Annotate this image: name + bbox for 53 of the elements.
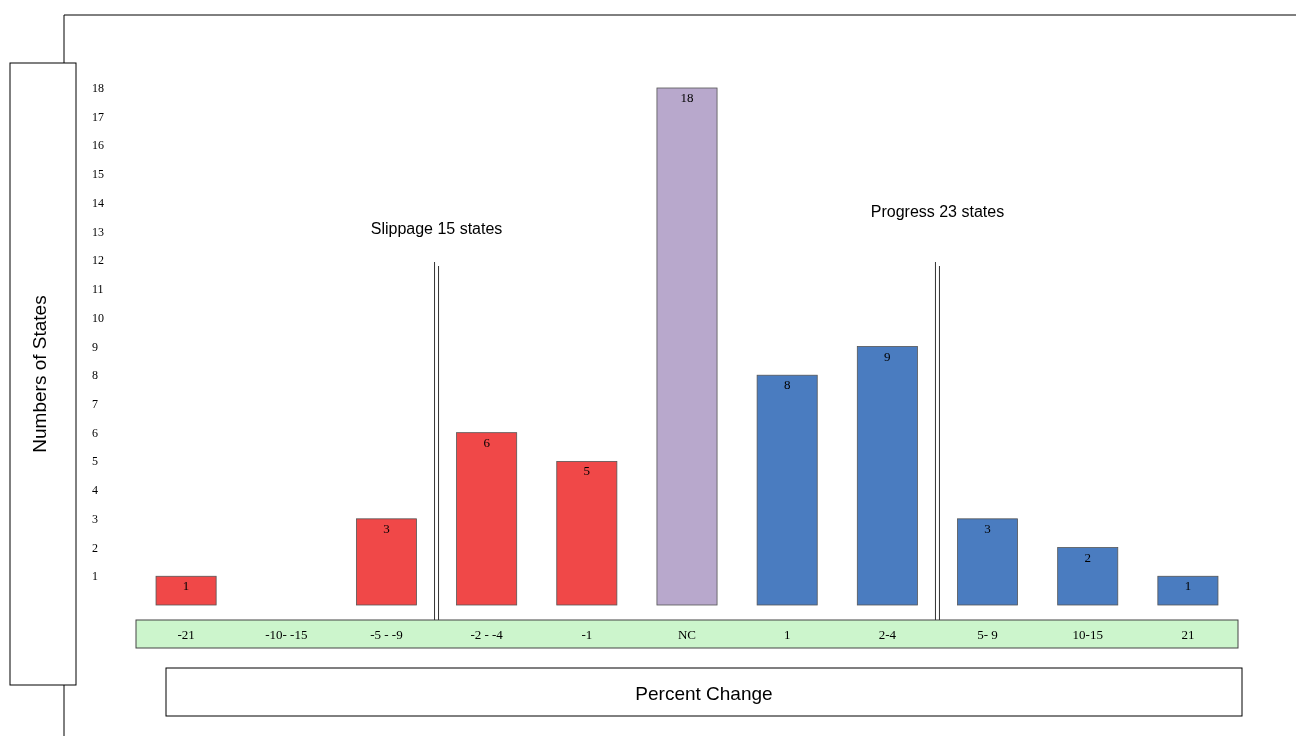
x-tick-label: 21 — [1181, 627, 1195, 642]
y-tick-label: 3 — [92, 511, 98, 526]
data-label: 3 — [984, 520, 991, 536]
bar — [155, 575, 217, 606]
y-tick-label: 1 — [92, 569, 98, 584]
x-tick-label: NC — [677, 627, 697, 642]
x-axis-title: Percent Change — [635, 683, 773, 704]
x-tick-label: 2-4 — [878, 627, 897, 642]
bar — [1057, 547, 1119, 606]
y-tick-label: 10 — [92, 310, 104, 325]
data-label: 5 — [583, 463, 591, 479]
y-tick-label: 8 — [92, 368, 98, 383]
y-tick-label: 13 — [92, 224, 104, 239]
x-tick-label: -5 - -9 — [370, 627, 403, 642]
bar — [856, 346, 918, 606]
x-tick-label: -1 — [581, 627, 593, 642]
data-label: 1 — [182, 578, 190, 594]
bar — [957, 518, 1018, 606]
y-tick-label: 14 — [92, 195, 104, 210]
x-tick-label: 1 — [783, 627, 791, 642]
y-tick-label: 15 — [92, 167, 104, 182]
x-tick-label: -21 — [177, 627, 195, 642]
y-tick-label: 7 — [92, 396, 98, 411]
bar — [456, 432, 518, 606]
y-tick-label: 5 — [92, 454, 98, 469]
bar — [356, 518, 417, 606]
x-tick-label: 10-15 — [1072, 627, 1103, 642]
y-tick-label: 4 — [92, 483, 98, 498]
x-tick-label: -2 - -4 — [470, 627, 504, 642]
annotation: Progress 23 states — [870, 203, 1005, 220]
y-tick-label: 9 — [92, 339, 98, 354]
annotation: Slippage 15 states — [370, 220, 503, 237]
bar — [1157, 575, 1219, 606]
bar — [656, 87, 718, 606]
y-tick-label: 18 — [92, 81, 104, 95]
data-label: 18 — [680, 90, 694, 105]
data-label: 2 — [1084, 549, 1091, 565]
y-axis-title: Numbers of States — [29, 295, 50, 453]
x-tick-label: -10- -15 — [265, 627, 308, 642]
y-tick-label: 17 — [92, 109, 104, 124]
x-tick-label: 5- 9 — [977, 627, 998, 642]
data-label: 3 — [383, 520, 390, 536]
data-label: 9 — [884, 348, 891, 364]
y-tick-label: 2 — [92, 540, 98, 555]
y-tick-label: 6 — [92, 425, 98, 440]
y-tick-label: 12 — [92, 253, 104, 268]
data-label: 8 — [783, 377, 791, 393]
y-tick-label: 11 — [92, 282, 104, 297]
data-label: 6 — [483, 434, 491, 450]
bar — [556, 460, 618, 606]
y-tick-label: 16 — [92, 138, 104, 153]
data-label: 1 — [1184, 578, 1192, 594]
bar — [756, 374, 818, 606]
